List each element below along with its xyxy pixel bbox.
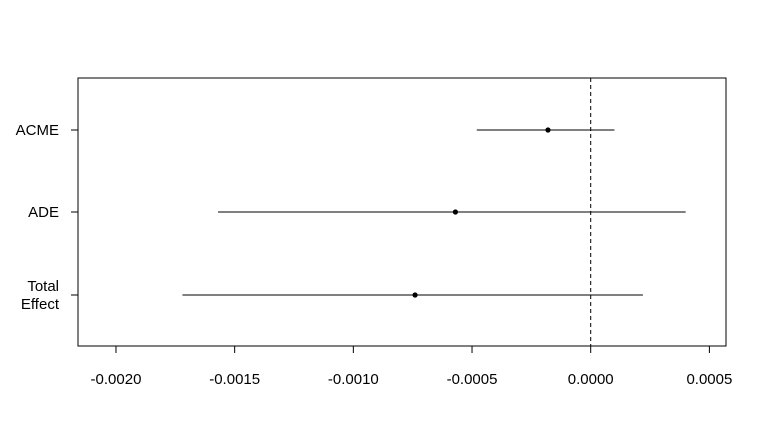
- x-tick-label: -0.0005: [447, 371, 498, 388]
- y-category-label: ACME: [16, 122, 59, 139]
- point-estimate: [412, 292, 418, 298]
- y-axis: ACME ADE Total Effect: [16, 122, 79, 313]
- x-tick-label: 0.0000: [568, 371, 614, 388]
- y-category-label: ADE: [28, 204, 59, 221]
- x-axis: -0.0020 -0.0015 -0.0010 -0.0005 0.0000 0.0005: [91, 345, 732, 388]
- x-tick-label: 0.0005: [686, 371, 732, 388]
- x-tick-label: -0.0020: [91, 371, 142, 388]
- x-tick-label: -0.0015: [209, 371, 260, 388]
- point-estimate: [452, 209, 459, 215]
- point-estimate: [545, 127, 551, 133]
- y-category-label: Total Effect: [21, 278, 60, 313]
- x-tick-label: -0.0010: [328, 371, 379, 388]
